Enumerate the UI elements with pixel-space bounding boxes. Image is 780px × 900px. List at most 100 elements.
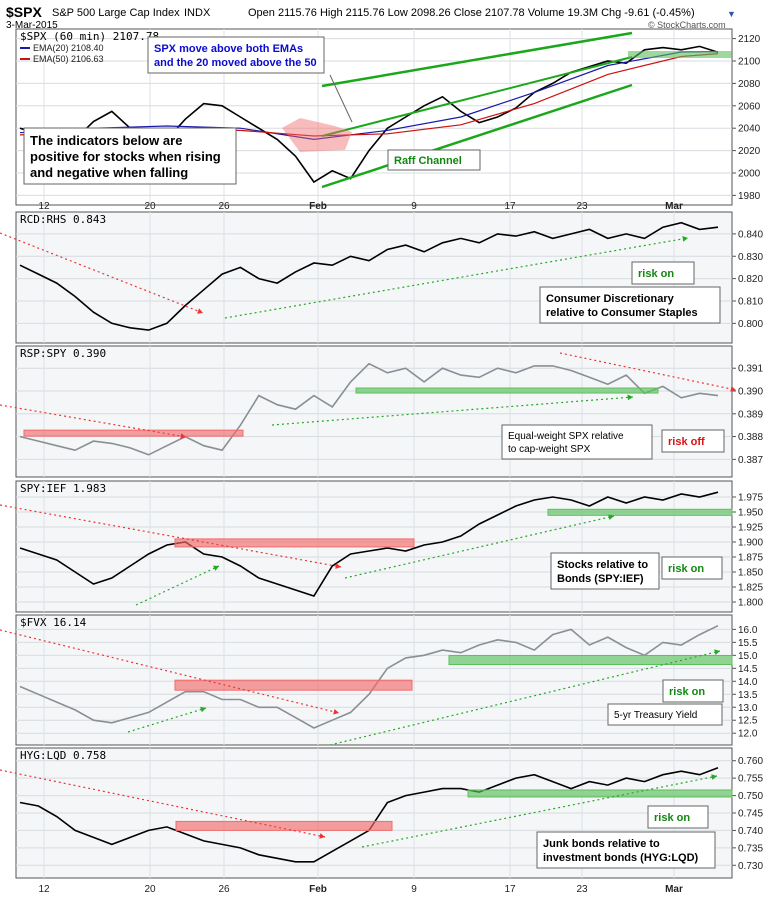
rsp-note-line: to cap-weight SPX	[508, 444, 591, 455]
hyg-falling-arrow	[0, 769, 326, 838]
x-tick-label: 17	[504, 201, 516, 212]
y-tick-label: 2000	[738, 169, 761, 180]
header-watermark: © StockCharts.com	[648, 20, 726, 30]
rsp-rising-arrow-arrowhead	[627, 394, 633, 401]
rcd-note-line: relative to Consumer Staples	[546, 307, 698, 319]
spy-resistance-band	[174, 538, 415, 548]
panel-5: 12.0 12.5 13.0 13.5 14.0 14.5 15.0 15.5 16.0 $FVX…	[0, 614, 758, 746]
spy-note-line: Stocks relative to	[557, 559, 648, 571]
x-tick-label: 23	[576, 201, 588, 212]
y-tick-label: 0.750	[738, 791, 763, 802]
rsp-downtrend-arrow-arrowhead	[730, 386, 736, 392]
spx-ema-note-line: SPX move above both EMAs	[154, 43, 303, 55]
hyg-signal-box	[647, 805, 709, 829]
hyg-note-line: investment bonds (HYG:LQD)	[543, 852, 699, 864]
rsp-signal-box	[661, 429, 725, 453]
y-tick-label: 1.850	[738, 568, 763, 579]
indicators-note-line: The indicators below are	[30, 133, 182, 148]
panel-6: 0.730 0.735 0.740 0.745 0.750 0.755 0.760 HYG:L…	[0, 747, 763, 879]
fvx-rising-arrow	[329, 650, 721, 746]
fvx-resistance-band	[174, 679, 413, 691]
spy-support-band	[547, 508, 733, 516]
fvx-note-box	[607, 703, 723, 726]
y-tick-label: 2060	[738, 101, 761, 112]
y-tick-label: 1.950	[738, 508, 763, 519]
x-tick-label: 17	[504, 884, 516, 895]
y-tick-label: 1.825	[738, 583, 763, 594]
y-tick-label: 0.740	[738, 826, 763, 837]
header-date: 3-Mar-2015	[6, 20, 58, 31]
fvx-note-line: 5-yr Treasury Yield	[614, 710, 697, 721]
indicators-note-line: positive for stocks when rising	[30, 149, 221, 164]
y-tick-label: 13.0	[738, 703, 758, 714]
crossover-zone	[282, 118, 352, 152]
rcd-note-box	[539, 286, 721, 324]
spy-bounce-arrow	[135, 565, 220, 606]
y-tick-label: 0.830	[738, 252, 763, 263]
y-tick-label: 16.0	[738, 625, 758, 636]
x-tick-label: 12	[38, 884, 50, 895]
panel-label: $SPX (60 min) 2107.78	[20, 30, 159, 43]
y-tick-label: 15.0	[738, 651, 758, 662]
fvx-bounce-arrow	[127, 707, 207, 733]
panel-4: 1.800 1.825 1.850 1.875 1.900 1.925 1.950 1.975…	[0, 480, 763, 613]
fvx-falling-arrow-arrowhead	[333, 708, 339, 715]
panel-label: HYG:LQD 0.758	[20, 749, 106, 762]
y-tick-label: 2120	[738, 34, 761, 45]
rsp-signal-line: risk off	[668, 436, 705, 448]
hyg-resistance-band	[175, 820, 393, 831]
y-tick-label: 2020	[738, 146, 761, 157]
x-tick-label: 20	[144, 201, 156, 212]
fvx-signal-box	[662, 679, 724, 703]
y-tick-label: 2080	[738, 79, 761, 90]
y-tick-label: 2040	[738, 124, 761, 135]
spy-rising-arrow	[344, 515, 615, 579]
raff-channel-lower	[321, 83, 633, 189]
y-tick-label: 0.840	[738, 229, 763, 240]
rcd-signal-box	[631, 261, 695, 285]
y-tick-label: 14.0	[738, 677, 758, 688]
y-tick-label: 12.0	[738, 729, 758, 740]
fvx-bounce-arrow-arrowhead	[200, 706, 206, 713]
y-tick-label: 0.387	[738, 455, 763, 466]
series-line-rsp-spy	[19, 362, 719, 456]
rsp-rising-arrow	[271, 396, 634, 426]
x-tick-label: 26	[218, 884, 230, 895]
y-tick-label: 0.391	[738, 364, 763, 375]
y-tick-label: 0.760	[738, 756, 763, 767]
header-name: S&P 500 Large Cap Index	[52, 7, 180, 19]
x-axis-upper: 12 20 26 Feb 9 17 23 Mar	[38, 201, 683, 212]
y-tick-label: 0.388	[738, 432, 763, 443]
rsp-note-box	[501, 424, 653, 460]
y-tick-label: 0.389	[738, 409, 763, 420]
y-tick-label: 14.5	[738, 664, 758, 675]
spy-bounce-arrow-arrowhead	[213, 565, 219, 571]
panel-label: $FVX 16.14	[20, 616, 87, 629]
rsp-note-line: Equal-weight SPX relative	[508, 431, 624, 442]
y-tick-label: 15.5	[738, 638, 758, 649]
y-tick-label: 0.820	[738, 274, 763, 285]
header-dropdown-icon[interactable]: ▼	[727, 9, 736, 19]
x-tick-label: Mar	[665, 201, 683, 212]
hyg-signal-line: risk on	[654, 812, 690, 824]
panel-label: SPY:IEF 1.983	[20, 482, 106, 495]
rcd-note-line: Consumer Discretionary	[546, 293, 675, 305]
hyg-rising-arrow	[361, 775, 718, 848]
y-tick-label: 1.875	[738, 553, 763, 564]
x-tick-label: 20	[144, 884, 156, 895]
fvx-falling-arrow	[0, 629, 340, 714]
chart-panels: 1980 2000 2020 2040 2060 2080 2100 2120 $SPX (60…	[0, 28, 763, 879]
panel-2: 0.800 0.810 0.820 0.830 0.840 RCD:RHS 0.843 Co…	[0, 211, 763, 344]
rcd-resistance-arrow-arrowhead	[197, 308, 203, 314]
x-tick-label: Feb	[309, 201, 327, 212]
hyg-note-box	[536, 831, 716, 869]
spy-signal-line: risk on	[668, 563, 704, 575]
y-tick-label: 0.755	[738, 774, 763, 785]
rsp-falling-arrow	[0, 404, 187, 438]
hyg-support-band	[467, 789, 733, 798]
rcd-support-arrow	[224, 237, 689, 319]
spy-falling-arrow-arrowhead	[335, 563, 341, 569]
y-tick-label: 0.810	[738, 296, 763, 307]
spy-note-box	[550, 552, 660, 590]
